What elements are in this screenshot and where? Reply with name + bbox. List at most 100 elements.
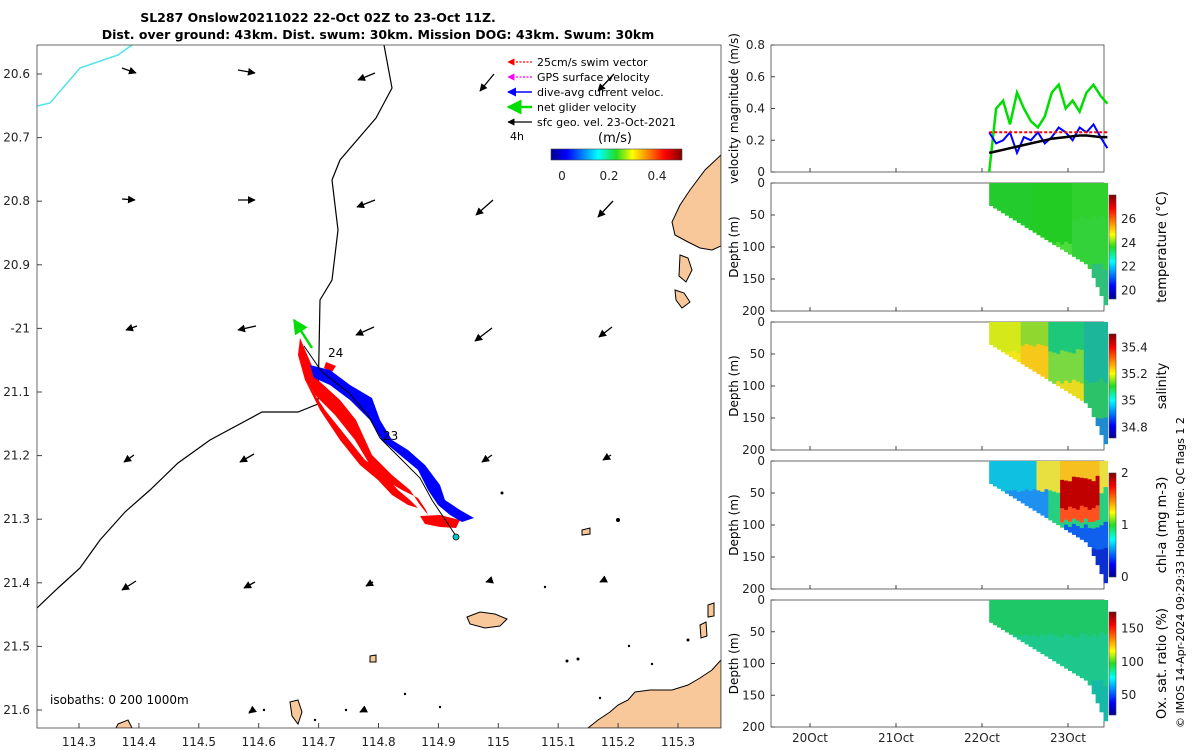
section-cell <box>1016 216 1022 221</box>
section-cell <box>993 605 998 608</box>
section-cell <box>1064 187 1069 194</box>
section-cell <box>1068 600 1073 606</box>
section-cell <box>1016 630 1022 635</box>
section-cell <box>1068 526 1073 533</box>
section-cell <box>1040 600 1045 605</box>
section-cell <box>1020 605 1026 610</box>
section-cell <box>1103 625 1108 636</box>
section-cell <box>1001 465 1006 468</box>
section-cell <box>1079 389 1085 396</box>
section-cell <box>993 329 998 332</box>
colorbar-axis-label: chl-a (mg m-3) <box>1155 477 1170 574</box>
map-y-tick-label: 20.7 <box>3 131 30 145</box>
section-cell <box>993 617 998 620</box>
geostrophic-vectors <box>121 66 615 714</box>
velocity-y-tick-label: 0.4 <box>746 102 765 116</box>
coast-island-5 <box>707 602 715 618</box>
section-cell <box>1028 609 1034 614</box>
section-cell <box>993 325 998 328</box>
section-cell <box>1099 469 1104 478</box>
section-cell <box>1020 333 1026 338</box>
section-cell <box>1103 191 1108 201</box>
section-cell <box>1083 257 1089 265</box>
section-cell <box>1068 223 1073 230</box>
section-cell <box>1036 216 1041 221</box>
section-cell <box>1075 338 1081 345</box>
section-cell <box>1103 400 1108 410</box>
section-cell <box>1004 461 1010 464</box>
section-cell <box>1087 479 1093 486</box>
section-cell <box>1103 617 1108 627</box>
section-cell <box>1091 196 1097 204</box>
section-cell <box>993 461 998 464</box>
section-cell <box>1083 662 1089 670</box>
section-cell <box>1099 639 1104 649</box>
section-cell <box>1024 359 1030 364</box>
depth-tick-label: 50 <box>750 347 765 361</box>
section-cell <box>1048 204 1053 209</box>
section-cell <box>1044 350 1049 355</box>
section-cell <box>1040 360 1045 365</box>
coast-land-lower-right <box>587 659 721 728</box>
section-cell <box>1016 211 1022 215</box>
section-cell <box>1044 651 1049 657</box>
section-cell <box>997 327 1002 331</box>
section-cell <box>1028 193 1034 197</box>
section-cell <box>1044 640 1049 645</box>
section-cell <box>1068 208 1073 214</box>
section-cell <box>1071 497 1077 504</box>
section-cell <box>1095 534 1101 543</box>
section-cell <box>1044 370 1049 375</box>
section-cell <box>993 464 998 467</box>
section-cell <box>993 468 998 471</box>
section-cell <box>1036 355 1041 360</box>
section-cell <box>1008 463 1014 467</box>
section-cell <box>1040 190 1045 196</box>
section-cell <box>1052 604 1057 610</box>
section-cell <box>993 322 998 325</box>
section-cell <box>1001 193 1006 197</box>
section-cell <box>1087 630 1093 637</box>
section-cell <box>1068 248 1073 255</box>
section-cell <box>1036 351 1041 356</box>
section-cell <box>1004 196 1010 200</box>
section-cell <box>1048 322 1053 327</box>
section-cell <box>1064 604 1069 611</box>
section-cell <box>1012 471 1018 475</box>
section-cell <box>1091 230 1097 238</box>
section-cell <box>1040 638 1045 643</box>
section-cell <box>1075 231 1081 238</box>
depth-tick-label: 100 <box>742 518 765 532</box>
section-cell <box>1083 339 1089 346</box>
section-cell <box>1083 530 1089 537</box>
section-cell <box>993 195 998 198</box>
section-cell <box>1004 347 1010 351</box>
section-cell <box>1079 227 1085 234</box>
section-cell <box>1004 192 1010 196</box>
section-cell <box>989 323 994 326</box>
section-cell <box>1020 192 1026 196</box>
section-cell <box>1012 353 1018 357</box>
colorbar-tick-label: 50 <box>1121 688 1136 702</box>
section-cell <box>1012 466 1018 470</box>
section-cell <box>1044 489 1049 494</box>
section-cell <box>993 462 998 466</box>
section-cell <box>1060 350 1065 356</box>
section-cell <box>1040 202 1045 207</box>
section-cell <box>1075 626 1081 633</box>
section-cell <box>1052 213 1057 219</box>
section-cell <box>1060 234 1065 241</box>
section-cell <box>1075 648 1081 655</box>
section-cell <box>1032 613 1037 618</box>
section-cell <box>1068 496 1073 503</box>
section-cell <box>1001 341 1006 344</box>
section-cell <box>993 339 998 343</box>
section-cell <box>993 477 998 480</box>
section-cell <box>1024 609 1030 614</box>
section-cell <box>1075 605 1081 612</box>
section-cell <box>1060 201 1065 208</box>
section-cell <box>1001 627 1006 630</box>
section-cell <box>1032 645 1037 650</box>
section-cell <box>1052 196 1057 202</box>
